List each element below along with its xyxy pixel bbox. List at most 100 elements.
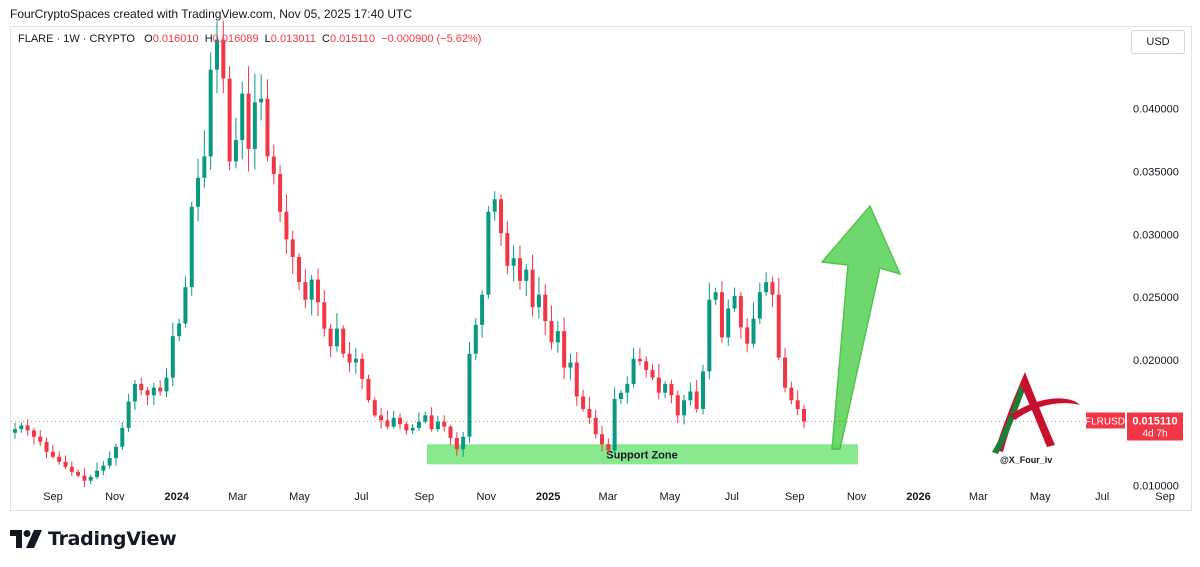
x-tick-label: 2024 [165,491,190,503]
candle-body [454,437,459,450]
candle-body [120,427,125,447]
candle-body [196,177,201,207]
price-tag-symbol: FLRUSD [1085,416,1125,427]
candle-body [499,199,504,234]
candle-body [315,279,320,303]
candle-body [442,421,447,427]
candle-body [631,358,636,384]
legend-close: 0.015110 [329,33,376,45]
x-tick-label: Mar [599,491,618,503]
candle-body [480,294,485,325]
chart-frame[interactable] [10,26,1192,511]
candle-body [726,308,731,338]
candle-body [151,387,156,396]
candle-body [385,420,390,427]
candle-body [574,362,579,397]
x-tick-label: Jul [1095,491,1109,503]
candle-body [233,140,238,162]
candle-body [126,401,131,428]
candle-body [562,331,567,368]
candle-body [240,93,245,141]
legend-open-label: O [144,33,153,45]
candle-body [682,400,687,416]
watermark-logo-icon [992,372,1080,454]
candle-body [416,421,421,428]
candle-body [663,383,668,393]
candle-body [82,475,87,481]
legend-change: −0.000900 (−5.62%) [381,33,482,45]
candle-body [701,371,706,410]
candle-body [770,282,775,295]
x-tick-label: May [660,491,681,503]
candle-body [650,370,655,378]
candle-body [88,476,93,481]
candle-body [101,465,106,471]
candle-body [95,470,100,477]
tradingview-wordmark: TradingView [48,528,177,550]
candle-body [776,294,781,358]
tradingview-logo[interactable]: TradingView [10,528,177,550]
candle-body [208,69,213,157]
created-caption: FourCryptoSpaces created with TradingVie… [10,7,412,21]
watermark-logo-green [992,385,1024,454]
tradingview-mark-icon [10,530,42,548]
price-tag-value: 0.015110 [1132,415,1177,427]
candle-body [214,39,219,70]
candle-body [360,358,365,379]
candle-body [227,78,232,162]
support-zone-rect [427,444,858,465]
legend-open: 0.016010 [152,33,199,45]
candle-body [297,256,302,283]
candle-body [656,377,661,393]
candle-body [581,396,586,410]
candle-body [423,415,428,422]
candle-body [618,392,623,399]
candle-body [309,279,314,300]
candle-body [177,323,182,337]
x-tick-label: May [289,491,310,503]
green-up-arrow [820,204,902,450]
x-tick-label: Nov [105,491,125,503]
candle-body [265,98,270,157]
legend-close-label: C [322,33,330,45]
candle-body [183,287,188,324]
candle-body [757,292,762,319]
candle-body [404,424,409,431]
x-tick-label: Mar [228,491,247,503]
candle-body [745,327,750,344]
watermark-logo-swoosh [1010,398,1080,420]
candle-body [568,362,573,368]
currency-button[interactable]: USD [1131,30,1185,54]
candle-body [278,174,283,212]
price-tag-value-bg [1127,412,1183,441]
legend-low: 0.013011 [270,33,316,45]
candle-body [334,328,339,347]
watermark-handle: @X_Four_iv [1000,455,1053,465]
candle-body [38,436,43,442]
candle-body [252,102,257,149]
candle-body [517,258,522,281]
x-tick-label: Nov [847,491,867,503]
legend-high-label: H [204,33,213,45]
x-tick-label: Sep [415,491,435,503]
candle-body [688,391,693,401]
candle-body [536,294,541,308]
candle-body [738,295,743,328]
candle-body [145,390,150,396]
candle-body [25,425,30,431]
candle-body [164,377,169,392]
candle-body [113,446,118,459]
candle-body [505,233,510,266]
y-tick-label: 0.010000 [1133,481,1179,493]
legend-symbol: FLARE · 1W · CRYPTO [18,33,135,45]
x-tick-label: Sep [1155,491,1175,503]
candle-body [492,199,497,212]
candle-body [379,415,384,421]
candle-body [44,441,49,452]
legend-high: 0.016089 [212,33,259,45]
candle-body [694,391,699,410]
candle-body [612,399,617,451]
candle-body [290,239,295,257]
candle-body [486,211,491,295]
